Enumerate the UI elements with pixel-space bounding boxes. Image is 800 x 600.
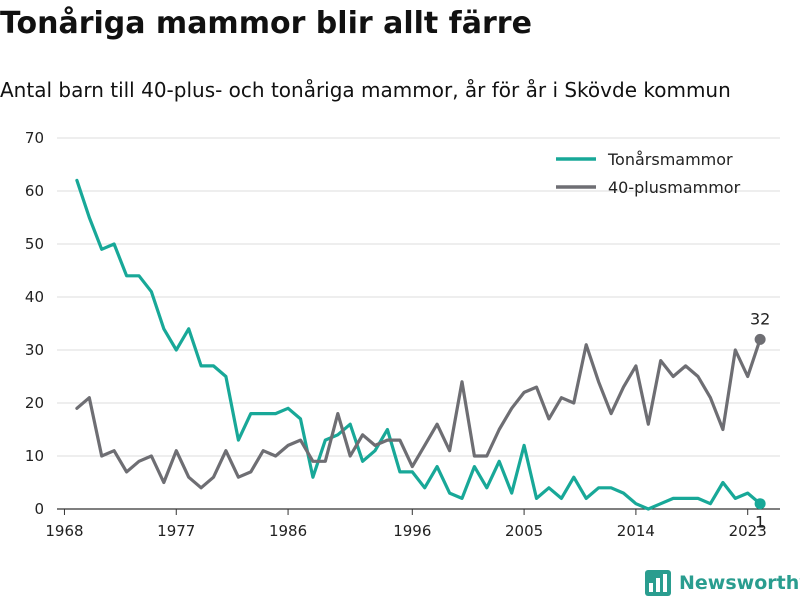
y-tick-label-70: 70 — [25, 129, 44, 147]
y-tick-label-30: 30 — [25, 341, 44, 359]
series-line-teen — [75, 178, 762, 511]
x-tick-label-1986: 1986 — [269, 522, 307, 540]
end-point-teen — [754, 498, 766, 510]
y-tick-label-0: 0 — [34, 500, 44, 518]
brand-logo: Newsworthy — [645, 569, 800, 597]
end-label-plus40: 32 — [750, 309, 770, 328]
y-tick-label-40: 40 — [25, 288, 44, 306]
x-tick-label-2005: 2005 — [505, 522, 543, 540]
legend-label-plus40: 40-plusmammor — [608, 178, 741, 197]
x-tick-label-1968: 1968 — [45, 522, 83, 540]
legend-label-teen: Tonårsmammor — [607, 150, 733, 169]
end-label-teen: 1 — [755, 513, 765, 532]
y-tick-label-10: 10 — [25, 447, 44, 465]
y-axis-ticks: 0 10 20 30 40 50 60 70 — [25, 129, 44, 518]
x-axis-ticks: 1968 1977 1986 1996 2005 2014 2023 — [45, 509, 767, 540]
series-line-plus40 — [75, 337, 762, 490]
y-tick-label-50: 50 — [25, 235, 44, 253]
chart-subtitle: Antal barn till 40-plus- och tonåriga ma… — [0, 78, 731, 102]
x-tick-label-1977: 1977 — [157, 522, 195, 540]
chart-title: Tonåriga mammor blir allt färre — [0, 6, 532, 41]
x-tick-label-1996: 1996 — [393, 522, 431, 540]
y-tick-label-20: 20 — [25, 394, 44, 412]
legend: Tonårsmammor 40-plusmammor — [556, 150, 741, 197]
x-tick-label-2023: 2023 — [729, 522, 767, 540]
x-tick-label-2014: 2014 — [617, 522, 655, 540]
series-lines: 1 32 — [75, 178, 770, 532]
newsworthy-logo-icon — [645, 570, 671, 596]
end-point-plus40 — [754, 333, 766, 345]
brand-name: Newsworthy — [679, 572, 800, 594]
y-tick-label-60: 60 — [25, 182, 44, 200]
gridlines — [57, 137, 780, 510]
